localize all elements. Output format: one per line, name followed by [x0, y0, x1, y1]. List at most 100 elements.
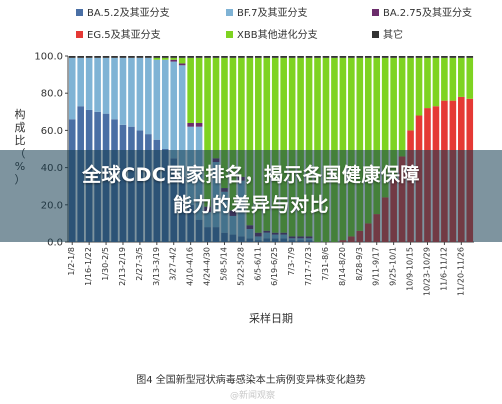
x-tick-label: 1/30-2/5 — [101, 247, 110, 281]
bar-segment-other — [305, 56, 313, 58]
x-axis-label: 采样日期 — [249, 311, 293, 325]
bar-segment-xbb — [415, 57, 423, 116]
bar-segment-xbb — [373, 57, 381, 215]
bar-segment-xbb — [390, 57, 397, 179]
y-tick-label: 0.0 — [47, 238, 63, 249]
bar-segment-other — [466, 56, 474, 58]
legend-swatch — [226, 9, 233, 16]
x-tick-label: 1/16-1/22 — [84, 247, 93, 286]
legend-swatch — [372, 9, 379, 16]
headline-line-2: 能力的差异与对比 — [172, 194, 329, 216]
bar-segment-bf-7 — [77, 57, 84, 107]
bar-segment-other — [364, 56, 372, 58]
bar-segment-other — [441, 56, 448, 58]
x-tick-label: 4/10-4/16 — [186, 247, 195, 286]
bar-segment-other — [288, 56, 296, 58]
bar-segment-other — [119, 56, 127, 58]
bar-segment-other — [94, 56, 101, 58]
bar-segment-bf-7 — [102, 57, 110, 114]
x-tick-label: 6/19-6/25 — [270, 247, 279, 286]
bar-segment-other — [322, 56, 330, 58]
x-tick-label: 2/13-2/19 — [118, 247, 127, 286]
bar-segment-xbb — [314, 57, 321, 242]
bar-segment-bf-7 — [178, 65, 186, 177]
bar-segment-xbb — [187, 57, 194, 123]
bar-segment-other — [280, 56, 287, 58]
bar-segment-xbb — [212, 57, 220, 159]
x-tick-label: 5/8-5/14 — [219, 247, 228, 281]
bar-segment-xbb — [407, 57, 414, 131]
bar-segment-xbb — [466, 57, 474, 99]
bar-segment-bf-7 — [161, 59, 169, 149]
legend-swatch — [76, 31, 83, 38]
x-tick-label: 4/24-4/30 — [203, 247, 212, 286]
bar-segment-bf-7 — [68, 57, 76, 120]
bar-segment-other — [212, 56, 220, 58]
legend-swatch — [76, 9, 83, 16]
bar-segment-xbb — [153, 57, 161, 60]
bar-segment-xbb — [449, 57, 457, 101]
legend-label: BA.2.75及其亚分支 — [383, 7, 472, 19]
bar-segment-xbb — [331, 57, 338, 242]
bar-segment-xbb — [229, 57, 237, 211]
x-tick-label: 8/14-8/20 — [338, 247, 347, 286]
bar-segment-bf-7 — [85, 57, 93, 110]
bar-segment-other — [170, 56, 178, 58]
x-tick-label: 11/6-11/12 — [439, 247, 448, 291]
bar-segment-other — [195, 56, 203, 58]
watermark: @新闻观察 — [230, 391, 276, 401]
bar-segment-other — [390, 56, 397, 58]
bar-segment-bf-7 — [145, 57, 152, 135]
bar-segment-other — [415, 56, 423, 58]
bar-segment-xbb — [441, 57, 448, 101]
bar-segment-bf-7 — [153, 59, 161, 140]
bar-segment-other — [77, 56, 84, 58]
bar-segment-xbb — [195, 57, 203, 123]
bar-segment-other — [68, 56, 76, 58]
bar-segment-other — [407, 56, 414, 58]
legend-label: EG.5及其亚分支 — [87, 29, 161, 41]
bar-segment-other — [161, 56, 169, 58]
legend-swatch — [372, 31, 379, 38]
bar-segment-other — [432, 56, 440, 58]
x-tick-label: 6/5-6/11 — [253, 247, 262, 281]
bar-segment-other — [297, 56, 304, 58]
legend-label: BA.5.2及其亚分支 — [87, 7, 170, 19]
x-tick-label: 8/28-9/3 — [355, 247, 364, 281]
bar-segment-other — [424, 56, 431, 58]
bar-segment-other — [356, 56, 364, 58]
x-tick-label: 3/27-4/2 — [169, 247, 178, 281]
bar-segment-bf-7 — [94, 57, 101, 112]
x-tick-label: 10/23-10/29 — [422, 247, 431, 296]
bar-segment-xbb — [432, 57, 440, 107]
bar-segment-xbb — [170, 57, 178, 60]
bar-segment-other — [458, 56, 465, 58]
bar-segment-xbb — [280, 57, 287, 233]
bar-segment-other — [348, 56, 355, 58]
bar-segment-xbb — [178, 57, 186, 64]
bar-segment-xbb — [339, 57, 347, 241]
bar-segment-xbb — [271, 57, 279, 233]
bar-segment-ba-2-75 — [178, 63, 186, 66]
x-tick-label: 1/2-1/8 — [67, 247, 76, 276]
x-tick-label: 3/13-3/19 — [152, 247, 161, 286]
bar-segment-other — [221, 56, 228, 58]
bar-segment-xbb — [424, 57, 431, 109]
bar-segment-other — [238, 56, 245, 58]
bar-segment-other — [339, 56, 347, 58]
bar-segment-bf-7 — [119, 57, 127, 125]
bar-segment-other — [204, 56, 211, 58]
bar-segment-xbb — [364, 57, 372, 224]
y-tick-label: 100.0 — [34, 52, 63, 63]
bar-segment-xbb — [288, 57, 296, 237]
bar-segment-xbb — [398, 57, 406, 157]
bar-segment-other — [373, 56, 381, 58]
legend-label: BF.7及其亚分支 — [237, 7, 308, 19]
bar-segment-xbb — [348, 57, 355, 237]
bar-segment-other — [398, 56, 406, 58]
bar-segment-xbb — [305, 57, 313, 237]
headline-banner — [0, 150, 502, 242]
bar-segment-xbb — [297, 57, 304, 237]
bar-segment-xbb — [255, 57, 262, 233]
bar-segment-other — [229, 56, 237, 58]
